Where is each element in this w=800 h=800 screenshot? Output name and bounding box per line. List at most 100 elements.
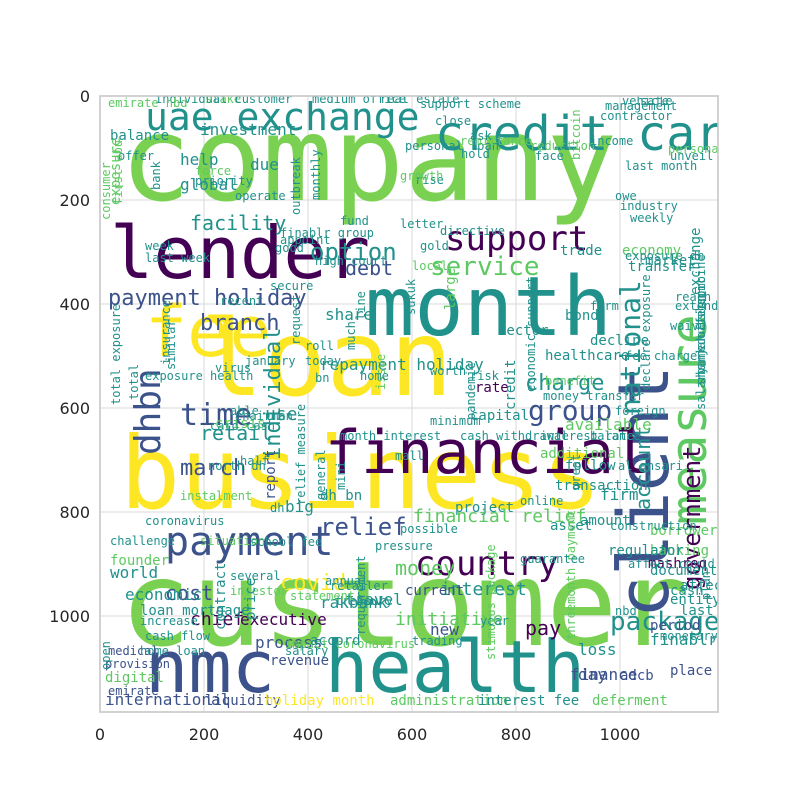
cloud-word: close <box>435 114 471 128</box>
cloud-word: foreign <box>615 404 666 418</box>
cloud-word: directive <box>440 224 505 238</box>
cloud-word: bank offer <box>694 303 708 375</box>
cloud-word: outbreak <box>289 156 303 215</box>
cloud-word: contract <box>213 563 229 630</box>
cloud-word: interest fee <box>478 693 579 709</box>
cloud-word: insurance <box>159 300 173 365</box>
cloud-word: today <box>305 354 341 368</box>
cloud-word: risk <box>470 369 500 383</box>
cloud-word: balance <box>110 128 169 144</box>
cloud-word: monetary <box>660 629 718 643</box>
cloud-word: home loan <box>140 644 205 658</box>
cloud-word: market <box>645 253 696 269</box>
x-tick-label: 600 <box>397 725 428 744</box>
cloud-word: much <box>344 321 358 350</box>
cloud-word: exposure health <box>145 369 253 383</box>
cloud-word: interest <box>440 579 527 600</box>
cloud-word: cash <box>670 583 704 599</box>
cloud-word: revenue <box>270 653 329 669</box>
cloud-word: request <box>289 294 303 345</box>
cloud-word: operate <box>235 189 286 203</box>
cloud-word: rate <box>475 380 509 396</box>
cloud-word: vehicle <box>622 94 673 108</box>
cloud-word: construction <box>610 519 697 533</box>
cloud-word: price <box>243 578 259 620</box>
cloud-word: share <box>325 305 373 324</box>
cloud-word: stake <box>205 92 241 106</box>
cloud-word: salary reduction <box>694 294 708 410</box>
cloud-word: service <box>430 252 540 282</box>
x-tick-label: 800 <box>501 725 532 744</box>
x-axis: 0 200 400 600 800 1000 <box>95 725 640 744</box>
cloud-word: adcb <box>620 668 654 684</box>
cloud-word: deferment <box>592 693 668 709</box>
cloud-word: healthcare <box>545 348 629 364</box>
cloud-word: medical <box>108 644 159 658</box>
cloud-word: digital <box>105 670 164 686</box>
cloud-word: first abu <box>111 140 125 205</box>
cloud-word: capital <box>470 408 529 424</box>
cloud-word: health <box>325 625 585 709</box>
cloud-word: week <box>145 239 175 253</box>
cloud-word: exposure <box>108 138 124 205</box>
cloud-word: offer <box>118 149 154 163</box>
cloud-word: secure <box>270 279 313 293</box>
cloud-word: declare exposure <box>639 274 653 390</box>
cloud-word: follow <box>565 458 616 474</box>
cloud-word: treasury <box>335 594 393 608</box>
cloud-word: force <box>195 164 231 178</box>
cloud-word: retail <box>200 421 272 445</box>
cloud-word: last year <box>680 603 756 619</box>
cloud-word: virus <box>215 361 251 375</box>
cloud-word: remittance <box>460 134 532 148</box>
cloud-word: company <box>120 90 617 228</box>
cloud-word: group <box>528 394 612 427</box>
cloud-word: rise <box>415 173 444 187</box>
cloud-word: time <box>180 398 252 433</box>
cloud-word: weekly <box>630 211 673 225</box>
cloud-word: dh bn <box>320 488 362 504</box>
x-tick-label: 200 <box>189 725 220 744</box>
cloud-word: instalment <box>180 489 252 503</box>
cloud-word: debt <box>345 256 393 280</box>
cloud-word: amount <box>580 513 631 529</box>
cloud-word: bn <box>315 371 329 385</box>
cloud-word: medium office <box>312 92 406 106</box>
cloud-word: recent <box>220 294 263 308</box>
cloud-word: branch <box>200 311 279 336</box>
cloud-word: ask <box>470 129 492 143</box>
cloud-word: great <box>569 454 583 490</box>
cloud-word: chief <box>190 609 244 630</box>
plot-border <box>99 95 719 713</box>
cloud-word: plan <box>699 571 713 600</box>
cloud-word: sharjah islamic <box>694 277 708 385</box>
cloud-word: economy <box>622 243 681 259</box>
cloud-word: situation <box>200 534 265 548</box>
cloud-word: payment <box>165 519 334 565</box>
cloud-word: regulator <box>608 543 684 559</box>
cloud-word: country <box>415 544 558 584</box>
cloud-word: hold <box>461 147 490 161</box>
cloud-word: statement <box>290 589 355 603</box>
cloud-word: trade <box>560 243 602 259</box>
cloud-word: credit <box>503 359 519 410</box>
y-tick-label: 200 <box>59 191 90 210</box>
cloud-word: founder <box>110 553 169 569</box>
cloud-word: last week <box>145 251 211 265</box>
cloud-word: local <box>412 259 448 273</box>
cloud-word: project <box>455 500 514 516</box>
y-tick-label: 600 <box>59 399 90 418</box>
cloud-word: international <box>105 690 230 709</box>
cloud-word: global <box>180 175 238 194</box>
cloud-word: world <box>110 563 158 582</box>
plot-frame <box>99 95 719 713</box>
cloud-word: management <box>605 99 677 113</box>
x-tick-label: 400 <box>293 725 324 744</box>
cloud-word: real estate <box>380 92 459 106</box>
cloud-word: total exposure <box>109 304 123 405</box>
cloud-word: emirate nbd <box>108 96 187 110</box>
cloud-word: package <box>610 607 720 637</box>
cloud-word: fund <box>340 214 369 228</box>
cloud-word: industry <box>620 199 678 213</box>
